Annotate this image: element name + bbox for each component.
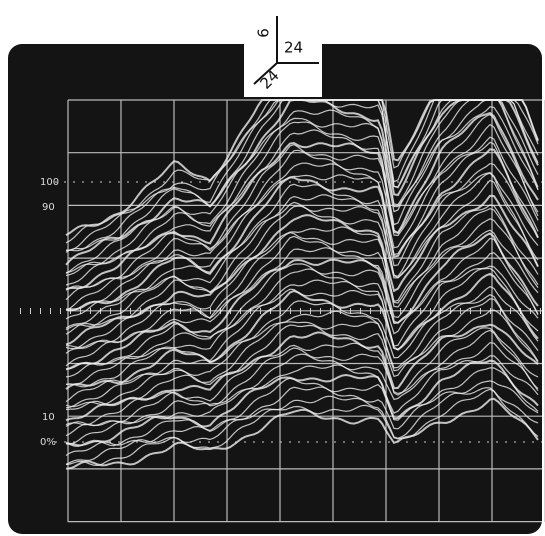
- trace: [65, 123, 539, 301]
- trace: [65, 204, 539, 350]
- trace: [65, 355, 539, 445]
- trace: [65, 194, 539, 346]
- trace: [65, 136, 539, 311]
- trace: [66, 207, 539, 348]
- trace: [65, 397, 539, 470]
- trace: [65, 298, 539, 408]
- trace: [65, 172, 539, 331]
- trace: [65, 99, 539, 274]
- scale-label: 10: [42, 412, 55, 423]
- trace: [65, 106, 539, 286]
- trace: [65, 380, 539, 457]
- trace: [65, 141, 539, 312]
- trace: [65, 359, 539, 448]
- scale-label: 0%: [40, 437, 56, 448]
- trace: [65, 367, 539, 447]
- trace: [65, 252, 539, 378]
- trace: [65, 309, 539, 411]
- trace: [65, 99, 539, 236]
- trace: [65, 218, 539, 354]
- trace: [65, 179, 539, 335]
- trace: [65, 342, 539, 437]
- trace: [65, 237, 539, 370]
- trace: [65, 285, 539, 403]
- traces: [65, 99, 539, 470]
- indicator-diagonal: [253, 62, 278, 85]
- indicator-label: 24: [284, 39, 303, 57]
- trace: [65, 323, 539, 422]
- trace: [65, 148, 539, 311]
- trace: [65, 229, 539, 367]
- trace: [65, 329, 539, 427]
- scale-label: 90: [42, 202, 55, 213]
- trace: [65, 388, 539, 467]
- trace: [65, 99, 539, 277]
- trace: [65, 162, 539, 320]
- trace: [65, 267, 539, 388]
- indicator-label: 6: [255, 28, 273, 38]
- trace: [66, 265, 539, 386]
- axis-indicator: [253, 16, 319, 85]
- scale-label: 100: [40, 177, 59, 188]
- trace: [65, 113, 539, 291]
